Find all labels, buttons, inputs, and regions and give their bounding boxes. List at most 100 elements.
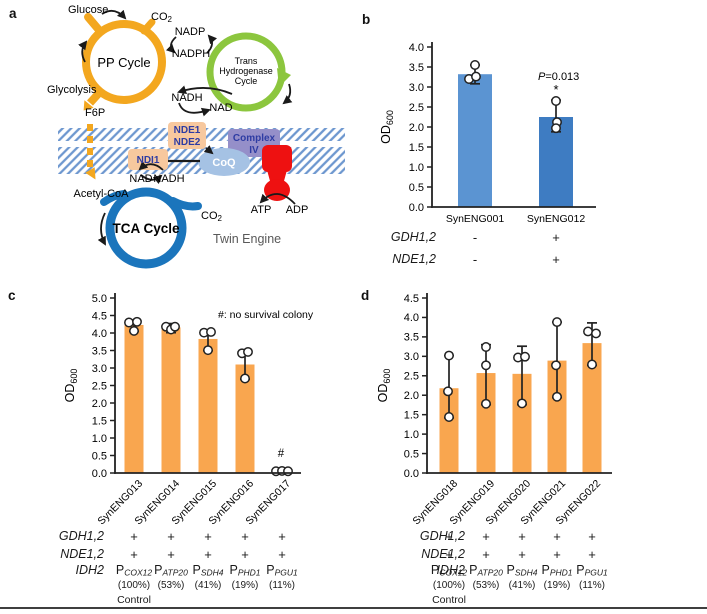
y-tick-label: 1.5: [409, 142, 424, 154]
nadp-label: NADP: [175, 26, 206, 38]
y-tick-label: 0.5: [92, 450, 107, 462]
genotype-value: +: [204, 547, 212, 562]
nad-nadh-cycle-arrow-bottom: [140, 174, 163, 185]
acetylcoa-to-tca-tail: [100, 190, 128, 206]
nadh-to-nad-arrow: [178, 102, 211, 117]
panel-label-d: d: [361, 288, 370, 303]
data-point: [552, 317, 562, 328]
metabolic-diagram: Glucose CO2 NADP NADPH PP Cycle Trans Hy…: [47, 4, 345, 269]
tca-cycle-ring: [105, 187, 187, 269]
pp-cycle-ring: [82, 20, 166, 104]
panel-d-chart: 0.0 0.5 1.0 1.5 2.0 2.5 3.0 3.5 4.0 4.5 OD600 SynEN…: [355, 285, 707, 614]
pp-cycle-direction-arrow: [78, 40, 88, 63]
y-tick-label: 4.0: [404, 312, 419, 324]
genotype-value: +: [482, 547, 490, 562]
panel-label-a: a: [9, 6, 17, 21]
y-tick-label: 3.5: [92, 345, 107, 357]
genotype-value: (11%): [579, 580, 605, 591]
genotype-value: +: [482, 529, 490, 544]
y-tick-label: 0.5: [404, 448, 419, 460]
acetyl-coa-label: Acetyl-CoA: [73, 188, 129, 200]
bar: [512, 373, 532, 473]
annotation: #: no survival colony: [218, 309, 314, 321]
co2-tca-label: CO2: [201, 210, 223, 223]
complex-iv-label-1: Complex: [233, 133, 276, 144]
genotype-value: Control: [117, 594, 151, 606]
genotype-value: PPGU1: [576, 563, 608, 578]
y-tick-label: 4.0: [92, 328, 107, 340]
y-axis-title: OD600: [63, 369, 79, 403]
annotation: *: [553, 82, 558, 97]
genotype-value: +: [552, 230, 560, 245]
y-tick-label: 1.5: [404, 409, 419, 421]
nad-to-nadh-arrow: [177, 85, 233, 95]
tca-to-co2-tail: [169, 197, 202, 211]
genotype-row-label: NDE1,2: [421, 547, 465, 561]
co2-label: CO2: [151, 11, 173, 24]
genotype-value: +: [445, 529, 453, 544]
data-point: [206, 327, 216, 337]
ndi1-box: [128, 149, 168, 170]
y-tick-label: 1.0: [92, 433, 107, 445]
genotype-value: +: [588, 547, 596, 562]
panel-c-chart: 0.0 0.5 1.0 1.5 2.0 2.5 3.0 3.5 4.0 4.5 5.0 OD600 Sy…: [0, 285, 355, 614]
y-tick-label: 4.5: [404, 293, 419, 305]
genotype-value: PCOX12: [430, 563, 468, 578]
bar-chart-d: 0.00.51.01.52.02.53.03.54.04.5OD600SynEN…: [376, 293, 612, 527]
nde1-label: NDE1: [174, 125, 201, 136]
genotype-value: +: [588, 529, 596, 544]
y-tick-label: 1.0: [404, 429, 419, 441]
genotype-value: (19%): [543, 580, 571, 591]
x-category-label: SynENG001: [446, 213, 505, 225]
genotype-value: +: [553, 529, 561, 544]
genotype-value: +: [553, 547, 561, 562]
genotype-value: +: [518, 547, 526, 562]
panel-label-c: c: [8, 288, 16, 303]
twin-engine-label: Twin Engine: [213, 232, 281, 246]
y-tick-label: 2.5: [404, 371, 419, 383]
genotype-value: +: [552, 252, 560, 267]
nad-mid-label: NAD: [129, 173, 152, 185]
bar-chart-c: 0.00.51.01.52.02.53.03.54.04.55.0OD600Sy…: [63, 293, 314, 528]
nadp-to-nadph-arrow: [165, 36, 177, 54]
genotype-value: +: [130, 529, 138, 544]
genotype-row-label: IDH2: [75, 563, 104, 577]
y-tick-label: 0.5: [409, 182, 424, 194]
data-point: [243, 346, 253, 357]
bar: [582, 343, 602, 473]
genotype-value: PPHD1: [229, 563, 261, 578]
genotype-value: (11%): [269, 580, 295, 591]
nad-top-label: NAD: [209, 102, 232, 114]
adp-to-atp-arrow: [259, 193, 296, 205]
genotype-row-label: GDH1,2: [58, 529, 104, 543]
genotype-value: +: [278, 529, 286, 544]
bar: [198, 338, 218, 473]
genotype-value: PCOX12: [115, 563, 153, 578]
trans-cycle-direction-arrow: [282, 83, 293, 105]
nad-nadh-cycle-arrow-top: [138, 160, 164, 171]
genotype-value: +: [518, 529, 526, 544]
glucose-arrow: [101, 9, 127, 20]
y-tick-label: 3.0: [409, 82, 424, 94]
genotype-value: -: [472, 230, 478, 245]
y-tick-label: 4.5: [92, 310, 107, 322]
genotype-value: (41%): [508, 580, 536, 591]
adp-label: ADP: [286, 204, 309, 216]
data-point: [517, 398, 527, 409]
y-tick-label: 2.0: [409, 122, 424, 134]
data-point: [444, 350, 454, 361]
nde-box: [168, 122, 206, 149]
data-point: [552, 391, 562, 402]
genotype-value: +: [278, 547, 286, 562]
genotype-value: (100%): [117, 580, 151, 591]
tca-direction-arrow: [97, 212, 106, 246]
y-tick-label: 1.0: [409, 162, 424, 174]
atp-label: ATP: [251, 204, 272, 216]
x-category-label: SynENG012: [527, 213, 586, 225]
y-tick-label: 0.0: [92, 468, 107, 480]
genotype-value: +: [445, 547, 453, 562]
bar: [476, 373, 496, 473]
y-tick-label: 3.0: [92, 363, 107, 375]
data-point: [470, 60, 480, 70]
